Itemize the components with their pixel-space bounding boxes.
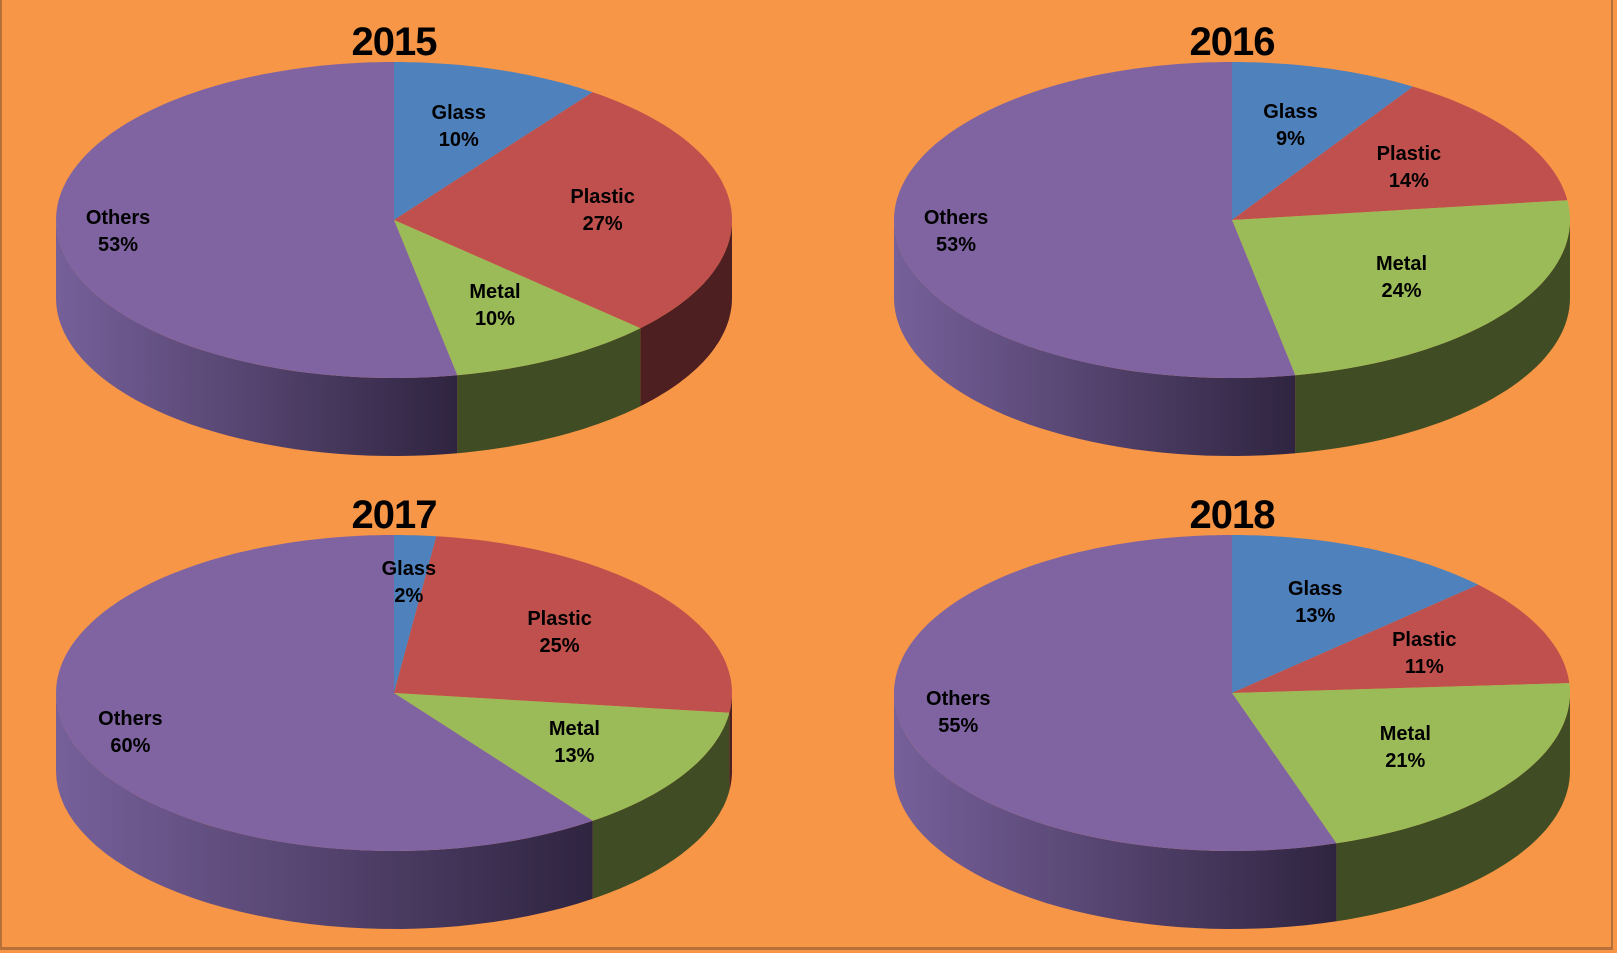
- data-label-plastic: Plastic 11%: [1392, 627, 1456, 681]
- side-metal: [457, 328, 641, 454]
- data-label-glass: Glass 2%: [382, 556, 436, 610]
- data-label-percent: 53%: [98, 234, 139, 257]
- slice-metal[interactable]: [394, 220, 641, 376]
- slice-metal[interactable]: [1232, 200, 1570, 376]
- data-label-others: Others 53%: [924, 205, 988, 259]
- slice-glass[interactable]: [1232, 62, 1414, 220]
- data-label-category: Metal: [469, 280, 521, 303]
- slice-plastic[interactable]: [394, 92, 732, 329]
- data-label-category: Plastic: [1392, 629, 1457, 652]
- slice-others[interactable]: [894, 62, 1296, 378]
- slice-metal[interactable]: [1232, 683, 1570, 844]
- data-label-plastic: Plastic 25%: [527, 606, 591, 660]
- data-label-percent: 24%: [1381, 279, 1422, 302]
- pie-graphic: [56, 535, 732, 929]
- data-label-percent: 25%: [539, 634, 580, 657]
- data-label-percent: 13%: [1295, 605, 1336, 628]
- data-label-metal: Metal 13%: [549, 716, 600, 770]
- chart-title: 2018: [1189, 493, 1276, 537]
- pie-chart-2016: Glass 9% Plastic 14% Metal 24% Others 53% 2016: [838, 0, 1617, 470]
- data-label-category: Others: [98, 708, 163, 731]
- pie-graphic: [56, 62, 732, 456]
- data-label-glass: Glass 10%: [432, 100, 486, 154]
- data-label-percent: 11%: [1404, 656, 1444, 679]
- data-label-percent: 14%: [1388, 169, 1429, 192]
- data-label-category: Plastic: [570, 185, 635, 208]
- data-label-others: Others 53%: [86, 205, 150, 259]
- slice-glass[interactable]: [1232, 535, 1479, 693]
- data-label-category: Metal: [1379, 723, 1431, 746]
- data-label-others: Others 55%: [926, 686, 990, 740]
- data-label-percent: 9%: [1275, 127, 1305, 150]
- data-label-plastic: Plastic 14%: [1377, 141, 1441, 195]
- data-label-category: Metal: [548, 717, 600, 740]
- data-label-metal: Metal 10%: [469, 279, 520, 333]
- slice-plastic[interactable]: [394, 536, 732, 713]
- data-label-metal: Metal 24%: [1376, 251, 1427, 305]
- data-label-glass: Glass 13%: [1288, 576, 1342, 630]
- slice-others[interactable]: [56, 62, 458, 378]
- pie-side-faces: [894, 220, 1570, 456]
- data-label-glass: Glass 9%: [1263, 99, 1317, 153]
- pie-chart-2018: Glass 13% Plastic 11% Metal 21% Others 55% 2018: [838, 473, 1617, 943]
- data-label-percent: 13%: [554, 744, 595, 767]
- data-label-category: Glass: [1263, 100, 1318, 123]
- data-label-percent: 21%: [1385, 750, 1426, 773]
- data-label-percent: 27%: [582, 212, 623, 235]
- data-label-category: Others: [85, 207, 151, 230]
- chart-title: 2017: [351, 493, 438, 537]
- slice-others[interactable]: [56, 535, 593, 851]
- pie-side-faces: [56, 220, 732, 456]
- pie-chart-2017: Glass 2% Plastic 25% Metal 13% Others 60% 2017: [0, 473, 800, 943]
- pie-graphic: [894, 535, 1570, 929]
- side-metal: [592, 712, 730, 899]
- slice-glass[interactable]: [394, 535, 437, 693]
- pie-side-faces: [894, 693, 1570, 929]
- data-label-plastic: Plastic 27%: [570, 184, 634, 238]
- slice-plastic[interactable]: [1232, 86, 1568, 220]
- pie-graphic: [894, 62, 1570, 456]
- data-label-percent: 10%: [438, 128, 479, 151]
- data-label-percent: 2%: [394, 584, 424, 607]
- pie-side-faces: [56, 693, 732, 929]
- slice-plastic[interactable]: [1232, 584, 1570, 693]
- data-label-category: Glass: [431, 101, 486, 124]
- side-metal: [1336, 693, 1570, 922]
- side-plastic: [729, 693, 732, 791]
- data-label-metal: Metal 21%: [1380, 721, 1431, 775]
- side-metal: [1295, 220, 1570, 454]
- chart-title: 2016: [1189, 20, 1276, 64]
- data-label-others: Others 60%: [98, 706, 162, 760]
- data-label-percent: 10%: [474, 307, 515, 330]
- data-label-category: Plastic: [1376, 142, 1442, 165]
- data-label-category: Metal: [1375, 252, 1428, 275]
- data-label-category: Others: [923, 207, 989, 230]
- side-plastic: [640, 220, 732, 407]
- data-label-percent: 60%: [110, 735, 151, 758]
- side-others: [56, 220, 458, 456]
- data-label-percent: 55%: [938, 715, 979, 738]
- data-label-percent: 53%: [936, 234, 977, 257]
- data-label-category: Glass: [1287, 578, 1343, 601]
- data-label-category: Others: [926, 688, 991, 711]
- pie-chart-2015: Glass 10% Plastic 27% Metal 10% Others 53% 2015: [0, 0, 800, 470]
- side-others: [894, 693, 1337, 929]
- data-label-category: Glass: [381, 557, 437, 580]
- chart-title: 2015: [351, 20, 438, 64]
- slice-metal[interactable]: [394, 693, 730, 821]
- slice-glass[interactable]: [394, 62, 593, 220]
- data-label-category: Plastic: [527, 607, 592, 630]
- side-others: [56, 693, 593, 929]
- side-others: [894, 220, 1296, 456]
- slice-others[interactable]: [894, 535, 1337, 851]
